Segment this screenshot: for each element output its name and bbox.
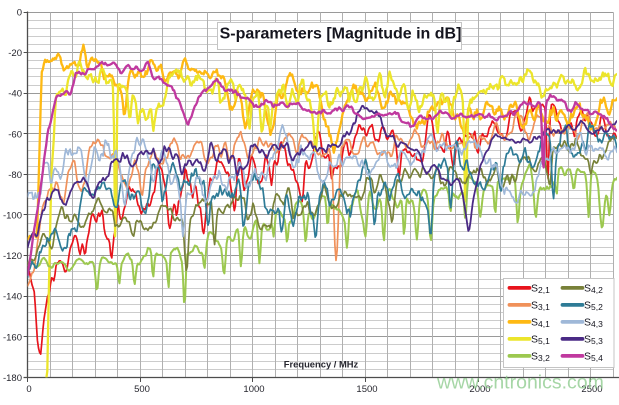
- svg-text:2500: 2500: [581, 384, 602, 395]
- svg-text:-160: -160: [3, 332, 22, 343]
- svg-text:www.cntronics.com: www.cntronics.com: [436, 372, 604, 394]
- svg-text:-120: -120: [3, 251, 22, 262]
- svg-text:-80: -80: [8, 170, 22, 181]
- svg-text:S5,3: S5,3: [584, 333, 603, 346]
- svg-text:500: 500: [134, 384, 150, 395]
- svg-text:S-parameters [Magnitude in dB]: S-parameters [Magnitude in dB]: [220, 26, 462, 43]
- svg-text:S5,2: S5,2: [584, 299, 603, 312]
- svg-text:0: 0: [17, 8, 22, 19]
- svg-text:S4,3: S4,3: [584, 316, 603, 329]
- svg-text:Frequency / MHz: Frequency / MHz: [284, 359, 359, 370]
- svg-text:S3,2: S3,2: [531, 350, 550, 363]
- svg-text:S5,4: S5,4: [584, 350, 603, 363]
- svg-text:-60: -60: [8, 129, 22, 140]
- svg-text:-100: -100: [3, 211, 22, 222]
- svg-text:0: 0: [26, 384, 31, 395]
- svg-text:S2,1: S2,1: [531, 282, 550, 295]
- svg-text:2000: 2000: [469, 384, 490, 395]
- svg-text:-20: -20: [8, 48, 22, 59]
- svg-text:-140: -140: [3, 292, 22, 303]
- svg-text:S4,1: S4,1: [531, 316, 550, 329]
- svg-text:1000: 1000: [243, 384, 264, 395]
- svg-text:S5,1: S5,1: [531, 333, 550, 346]
- svg-text:S4,2: S4,2: [584, 282, 603, 295]
- svg-text:S3,1: S3,1: [531, 299, 550, 312]
- svg-text:1500: 1500: [356, 384, 377, 395]
- svg-text:-180: -180: [3, 373, 22, 384]
- svg-text:-40: -40: [8, 89, 22, 100]
